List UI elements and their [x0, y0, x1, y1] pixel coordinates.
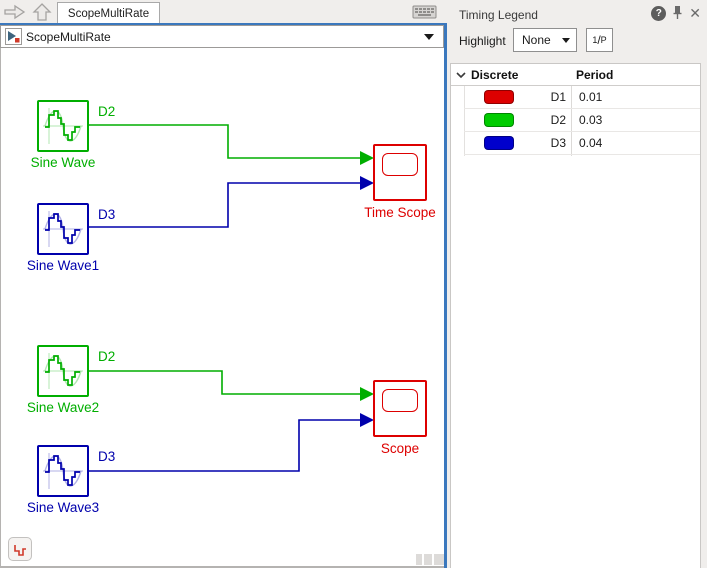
- color-swatch: [484, 113, 514, 127]
- sample-time-legend-button[interactable]: [8, 537, 32, 561]
- table-row-d1[interactable]: D1 0.01: [464, 86, 700, 109]
- tab-label: ScopeMultiRate: [67, 7, 150, 20]
- rate-period: 0.04: [579, 136, 603, 150]
- chevron-down-icon: [562, 37, 570, 43]
- address-dropdown-caret[interactable]: [424, 33, 434, 40]
- block-label[interactable]: Sine Wave3: [26, 500, 100, 515]
- rate-id: D2: [550, 113, 566, 127]
- invert-numerator: 1: [592, 35, 598, 45]
- block-time-scope[interactable]: [373, 144, 427, 201]
- model-badge-icon: [5, 28, 22, 45]
- legend-table-header: Discrete Period: [451, 64, 700, 86]
- up-arrow-icon[interactable]: [30, 3, 54, 21]
- canvas-bottom-border: [0, 566, 444, 568]
- table-row-d2[interactable]: D2 0.03: [464, 109, 700, 132]
- block-sine-wave1[interactable]: [37, 203, 89, 255]
- legend-table: Discrete Period D1 0.01 D2 0.03 D3 0.04: [450, 63, 701, 568]
- sine-wave-icon: [43, 108, 83, 144]
- editor-toolbar: ScopeMultiRate: [0, 0, 447, 24]
- editor-focus-border-top: [0, 23, 447, 25]
- block-sine-wave[interactable]: [37, 100, 89, 152]
- help-icon[interactable]: ?: [651, 5, 667, 21]
- sine-wave-icon: [43, 353, 83, 389]
- diagram-canvas[interactable]: Sine Wave D2 Sine Wave1 D3 Time Scope: [0, 48, 444, 566]
- rate-period: 0.01: [579, 90, 603, 104]
- close-icon[interactable]: ✕: [689, 5, 701, 21]
- collapse-chevron-icon[interactable]: [455, 69, 467, 81]
- color-swatch: [484, 136, 514, 150]
- color-swatch: [484, 90, 514, 104]
- rate-annotation: D3: [98, 207, 116, 222]
- block-label[interactable]: Sine Wave2: [26, 400, 100, 415]
- sine-wave-icon: [43, 453, 83, 489]
- block-sine-wave2[interactable]: [37, 345, 89, 397]
- pin-icon[interactable]: [672, 5, 683, 21]
- block-label[interactable]: Sine Wave1: [26, 258, 100, 273]
- column-header-period[interactable]: Period: [576, 68, 614, 82]
- rate-period: 0.03: [579, 113, 603, 127]
- block-scope[interactable]: [373, 380, 427, 437]
- forward-arrow-icon[interactable]: [3, 3, 27, 21]
- show-frequency-button[interactable]: 1/P: [586, 28, 613, 52]
- block-label[interactable]: Scope: [380, 441, 420, 456]
- scope-screen-icon: [382, 153, 418, 176]
- panel-title: Timing Legend: [459, 8, 538, 22]
- column-header-discrete[interactable]: Discrete: [471, 68, 519, 82]
- row-indent-line: [464, 86, 465, 156]
- column-divider: [571, 64, 572, 156]
- keyboard-icon[interactable]: [412, 4, 438, 20]
- table-row-d3[interactable]: D3 0.04: [464, 132, 700, 155]
- rate-annotation: D3: [98, 449, 116, 464]
- invert-denominator: P: [600, 35, 607, 45]
- editor-focus-border-right: [444, 23, 447, 568]
- sample-time-icon: [14, 545, 26, 556]
- address-model-name: ScopeMultiRate: [26, 29, 111, 44]
- timing-legend-panel: Timing Legend ? ✕ Highlight None 1/P: [447, 0, 707, 568]
- horizontal-scrollbar-thumb[interactable]: [416, 554, 444, 565]
- highlight-label: Highlight: [459, 34, 506, 48]
- signal-wires: [89, 124, 374, 472]
- highlight-dropdown-value: None: [522, 33, 551, 47]
- tab-scopemultirate[interactable]: ScopeMultiRate: [57, 2, 160, 24]
- invert-slash: /: [597, 33, 601, 47]
- rate-annotation: D2: [98, 349, 116, 364]
- rate-id: D1: [550, 90, 566, 104]
- model-address-bar[interactable]: ScopeMultiRate: [0, 25, 444, 48]
- rate-id: D3: [550, 136, 566, 150]
- model-editor: ScopeMultiRate: [0, 0, 447, 568]
- block-sine-wave3[interactable]: [37, 445, 89, 497]
- rate-annotation: D2: [98, 104, 116, 119]
- block-label[interactable]: Time Scope: [364, 205, 436, 220]
- scope-screen-icon: [382, 389, 418, 412]
- highlight-dropdown[interactable]: None: [513, 28, 577, 52]
- sine-wave-icon: [43, 211, 83, 247]
- block-label[interactable]: Sine Wave: [30, 155, 96, 170]
